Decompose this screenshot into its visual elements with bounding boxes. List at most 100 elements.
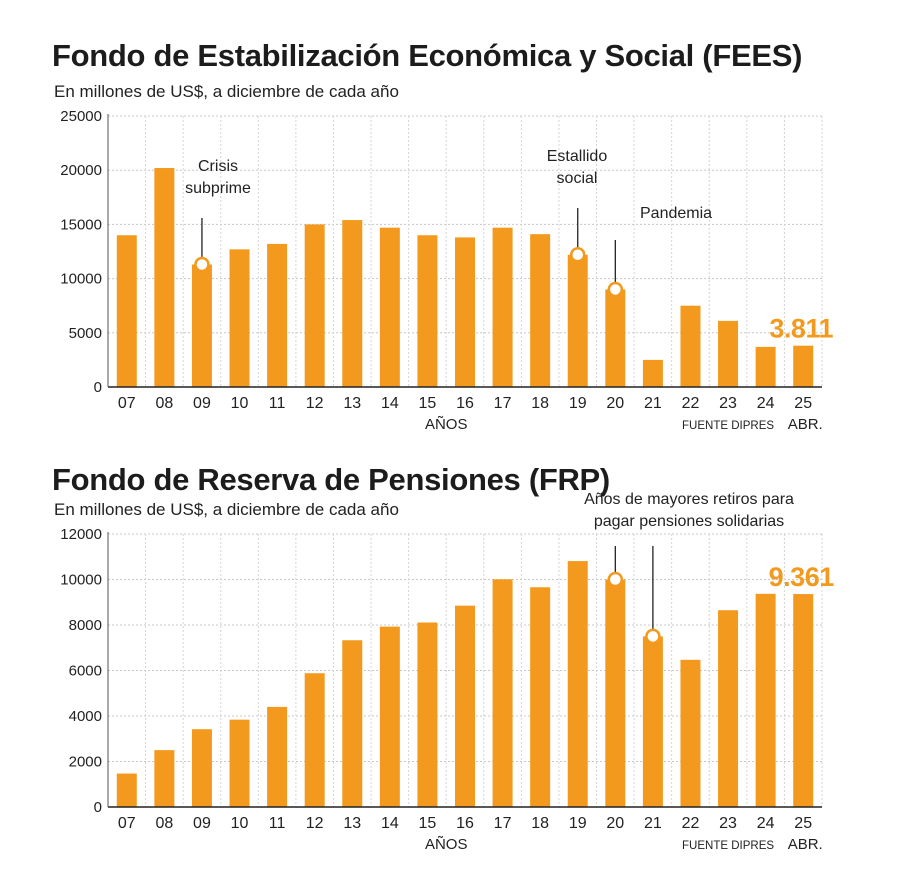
frp-chart-panel: Fondo de Reserva de Pensiones (FRP) En m…	[0, 446, 900, 892]
frp-x-tick-label: 09	[193, 815, 211, 832]
frp-last-category-suffix: ABR.	[788, 836, 823, 853]
frp-x-tick-label: 22	[682, 815, 700, 832]
fees-bar-08	[154, 168, 175, 387]
frp-bar-10	[229, 719, 250, 807]
frp-x-tick-label: 21	[644, 815, 662, 832]
frp-bar-chart: 0 2000 4000 6000 8000 10000 12000 07 08 09 10 11 12 1…	[60, 491, 835, 853]
fees-annotation-text: subprime	[185, 180, 251, 197]
fees-annotation-marker	[569, 247, 586, 263]
fees-annotation-text: social	[557, 170, 598, 187]
frp-y-tick-label: 2000	[69, 754, 102, 771]
fees-chart-panel: Fondo de Estabilización Económica y Soci…	[52, 38, 834, 433]
fees-bar-20	[605, 289, 626, 387]
frp-chart-subtitle: En millones de US$, a diciembre de cada …	[54, 500, 399, 519]
fees-x-tick-label: 18	[531, 395, 549, 412]
frp-x-tick-label: 16	[456, 815, 474, 832]
frp-x-tick-label: 17	[494, 815, 512, 832]
fees-y-tick-label: 5000	[69, 325, 102, 342]
frp-x-tick-label: 15	[419, 815, 437, 832]
frp-x-tick-label: 12	[306, 815, 324, 832]
frp-bar-16	[455, 605, 475, 807]
fees-x-tick-label: 21	[644, 395, 662, 412]
frp-x-tick-label: 23	[719, 815, 737, 832]
frp-x-tick-label: 11	[269, 815, 286, 832]
fees-annotation-marker	[194, 256, 210, 273]
frp-x-tick-label: 20	[606, 815, 624, 832]
fees-bar-22	[680, 305, 701, 387]
fees-x-tick-label: 07	[118, 395, 136, 412]
fees-x-tick-label: 23	[719, 395, 737, 412]
fees-annotation-text: Crisis	[198, 158, 238, 175]
frp-bar-07	[116, 773, 137, 807]
fees-bar-24	[755, 346, 776, 387]
fees-y-tick-label: 15000	[60, 216, 102, 233]
fees-y-tick-label: 10000	[60, 271, 102, 288]
fees-y-tick-label: 20000	[60, 162, 102, 179]
frp-highlight-value-label: 9.361	[769, 562, 835, 592]
frp-bar-18	[530, 587, 551, 807]
fees-bar-23	[718, 320, 739, 387]
frp-bar-11	[267, 706, 288, 807]
fees-bar-07	[116, 235, 137, 387]
frp-bar-21	[642, 636, 663, 807]
fees-source-note: FUENTE DIPRES	[682, 420, 774, 432]
frp-bar-23	[718, 610, 739, 807]
frp-y-tick-label: 8000	[69, 617, 102, 634]
frp-bar-13	[342, 640, 363, 807]
fees-x-tick-label: 11	[269, 395, 286, 412]
frp-x-tick-label: 10	[231, 815, 249, 832]
frp-x-tick-label: 24	[757, 815, 775, 832]
frp-bar-19	[567, 561, 588, 807]
frp-annotation-text: pagar pensiones solidarias	[594, 513, 784, 530]
frp-source-note: FUENTE DIPRES	[682, 840, 774, 852]
frp-x-tick-label: 13	[343, 815, 361, 832]
frp-bar-20	[605, 579, 626, 807]
fees-x-tick-label: 09	[193, 395, 211, 412]
frp-bar-09	[191, 729, 212, 807]
fees-x-axis-title: AÑOS	[425, 416, 468, 433]
fees-highlight-value-label: 3.811	[769, 314, 833, 344]
fees-x-tick-label: 19	[569, 395, 587, 412]
fees-x-tick-label: 08	[155, 395, 173, 412]
fees-bar-16	[455, 237, 475, 387]
fees-x-tick-label: 22	[682, 395, 700, 412]
fees-x-tick-label: 25	[794, 395, 812, 412]
fees-bar-17	[492, 227, 513, 387]
fees-bar-21	[642, 359, 663, 387]
frp-bar-14	[379, 626, 400, 807]
frp-annotation-marker	[607, 571, 624, 588]
fees-x-tick-label: 14	[381, 395, 399, 412]
frp-bar-17	[492, 579, 513, 807]
frp-x-tick-label: 14	[381, 815, 399, 832]
fees-y-tick-label: 25000	[60, 108, 102, 125]
fees-bar-chart: 0 5000 10000 15000 20000 25000 07 08 09 10 11 12 13 1…	[60, 108, 834, 433]
frp-bar-24	[755, 593, 776, 807]
frp-y-tick-label: 6000	[69, 663, 102, 680]
fees-chart-subtitle: En millones de US$, a diciembre de cada …	[54, 82, 399, 101]
fees-x-tick-label: 10	[231, 395, 249, 412]
frp-bar-25	[793, 594, 814, 807]
fees-chart-title: Fondo de Estabilización Económica y Soci…	[52, 38, 803, 73]
fees-y-tick-label: 0	[94, 379, 102, 396]
frp-y-tick-label: 10000	[60, 572, 102, 589]
frp-y-tick-label: 0	[94, 799, 102, 816]
frp-x-tick-label: 18	[531, 815, 549, 832]
fees-annotation-marker	[607, 281, 624, 298]
fees-bar-14	[379, 227, 400, 387]
frp-chart-title: Fondo de Reserva de Pensiones (FRP)	[52, 462, 610, 497]
fees-x-tick-label: 15	[419, 395, 437, 412]
frp-x-axis-title: AÑOS	[425, 836, 468, 853]
fees-bar-09	[191, 264, 212, 387]
fees-bar-18	[530, 234, 551, 387]
frp-x-tick-label: 25	[794, 815, 812, 832]
frp-bar-22	[680, 659, 701, 807]
fees-annotation-text: Pandemia	[640, 205, 712, 222]
fees-x-tick-label: 17	[494, 395, 512, 412]
fees-annotation-text: Estallido	[547, 148, 608, 165]
frp-bar-12	[304, 673, 325, 807]
fees-x-tick-label: 12	[306, 395, 324, 412]
frp-y-tick-label: 12000	[60, 526, 102, 543]
frp-bar-15	[417, 622, 438, 807]
fees-x-tick-label: 13	[343, 395, 361, 412]
frp-y-tick-label: 4000	[69, 708, 102, 725]
